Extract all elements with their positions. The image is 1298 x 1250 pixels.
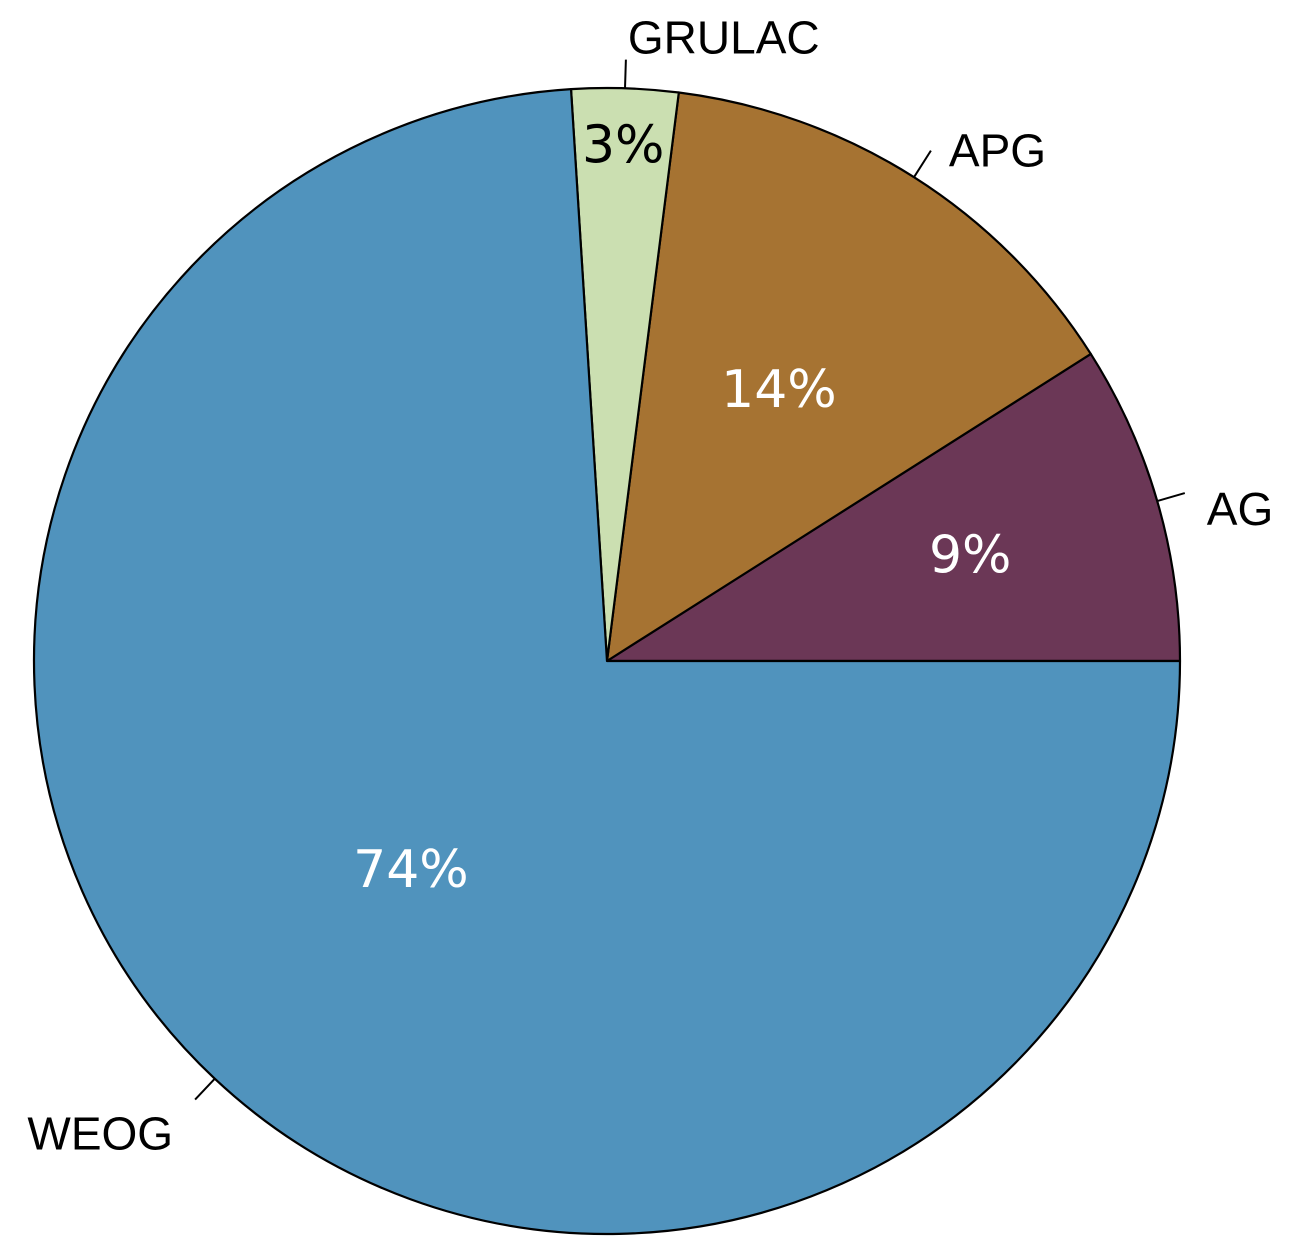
value-label-weog: 74% (353, 840, 469, 900)
leader-lines (194, 59, 1186, 1101)
leader-line-grulac (624, 59, 627, 89)
leader-line-weog (194, 1078, 216, 1101)
leader-line-ag (1156, 492, 1186, 503)
pie-slice-ag (605, 352, 1182, 663)
category-label-apg: APG (949, 125, 1046, 177)
value-label-grulac: 3% (582, 116, 665, 176)
category-label-ag: AG (1207, 483, 1273, 535)
value-label-ag: 9% (929, 526, 1012, 586)
pie-slices (32, 86, 1182, 1236)
leader-line-apg (913, 150, 932, 178)
slice-labels: 9% AG 14% APG 3% GRULAC 74% WEOG (27, 12, 1273, 1160)
value-label-apg: 14% (721, 360, 837, 420)
category-label-weog: WEOG (27, 1108, 173, 1160)
category-label-grulac: GRULAC (628, 12, 820, 64)
